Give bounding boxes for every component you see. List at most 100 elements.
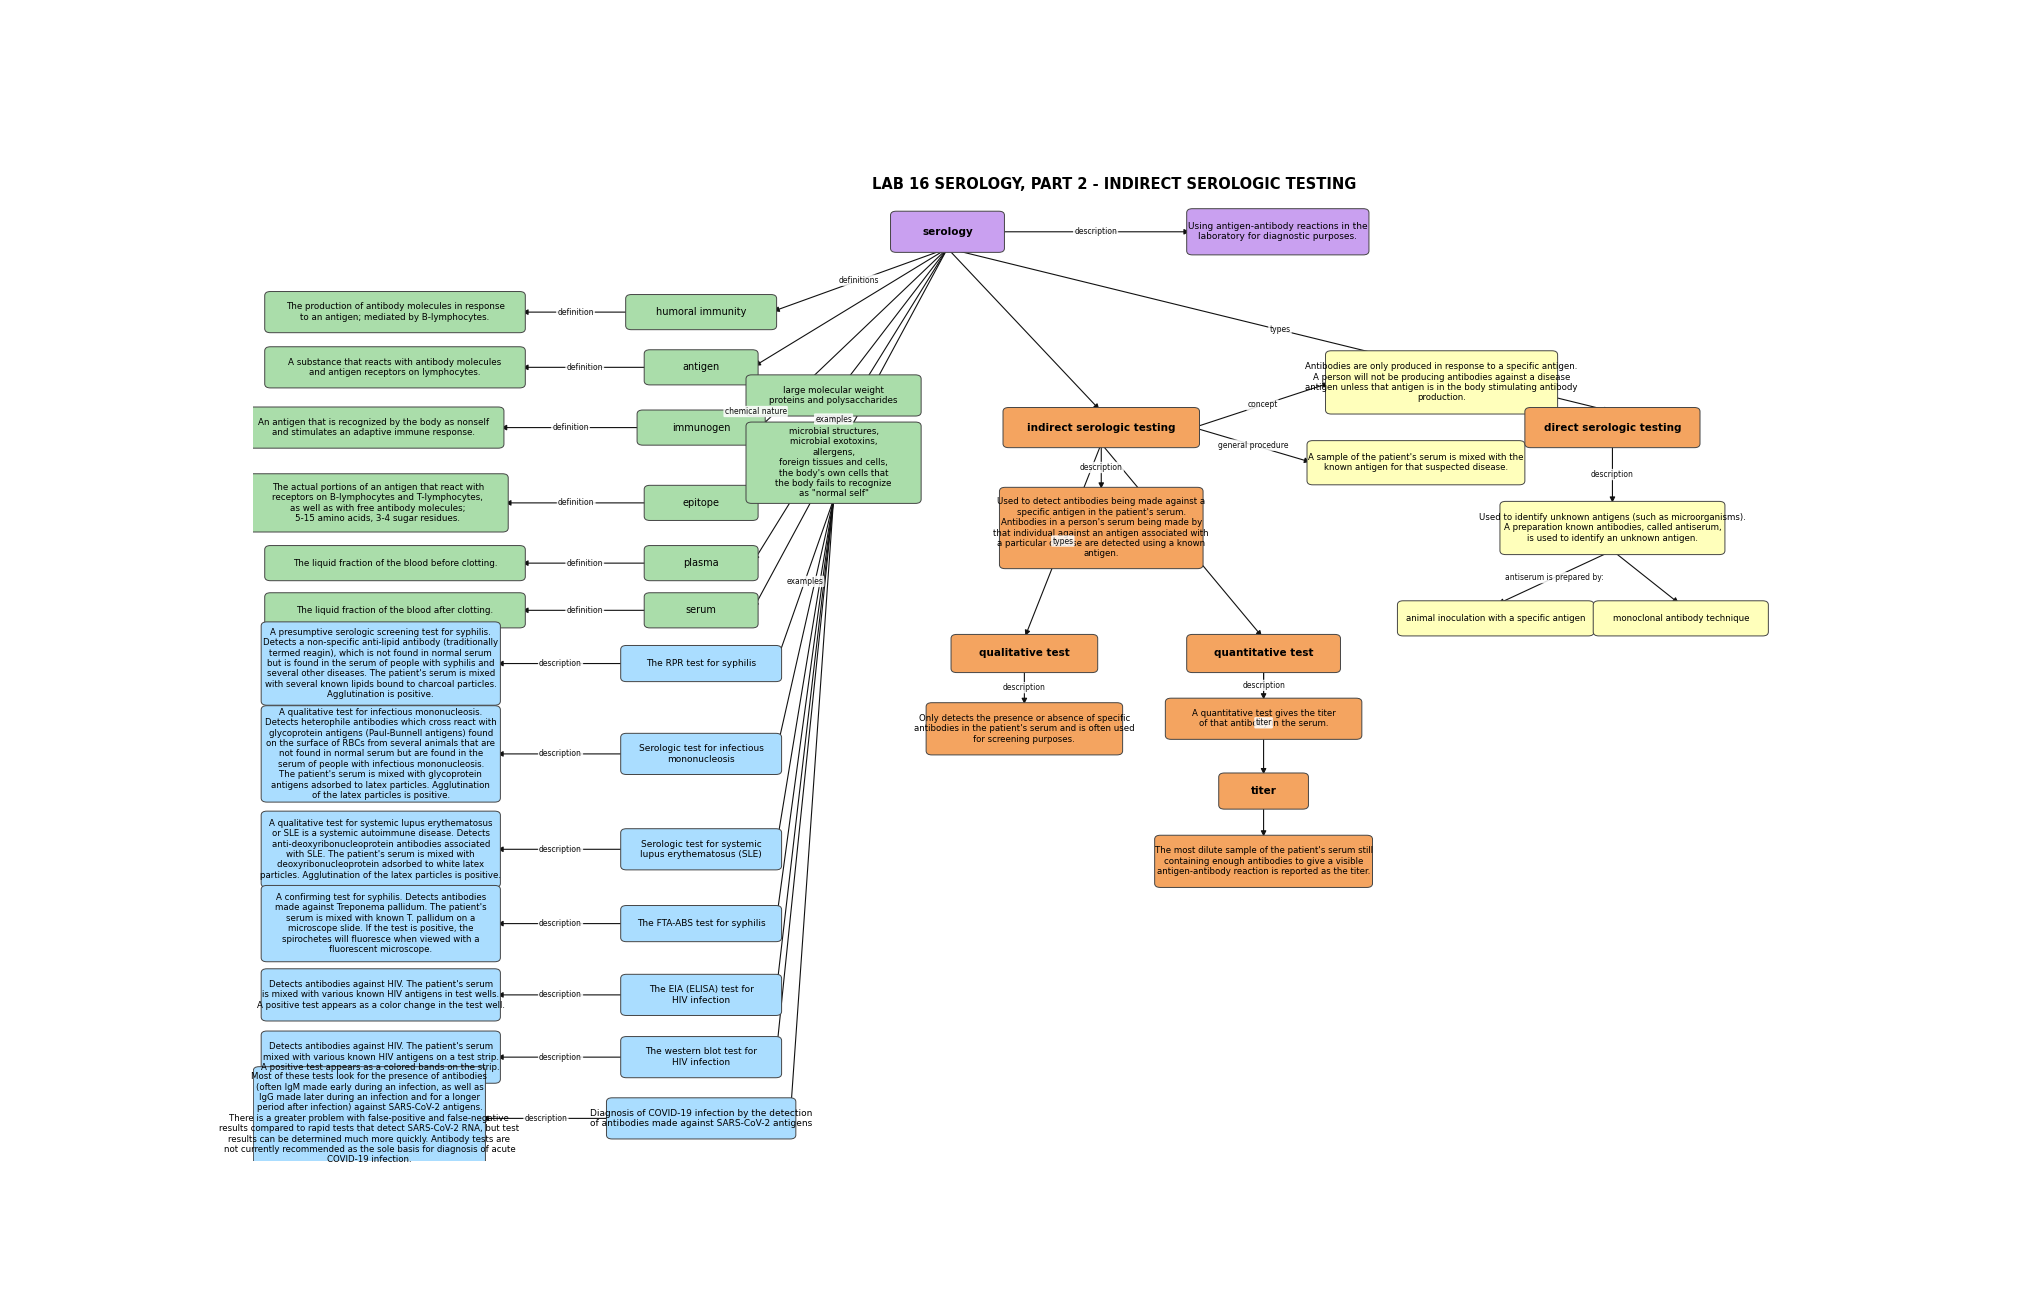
FancyBboxPatch shape xyxy=(1593,601,1768,636)
Text: general procedure: general procedure xyxy=(1219,441,1289,450)
FancyBboxPatch shape xyxy=(1326,351,1558,415)
FancyBboxPatch shape xyxy=(249,473,507,532)
Text: direct serologic testing: direct serologic testing xyxy=(1544,422,1681,433)
FancyBboxPatch shape xyxy=(1154,836,1372,888)
Text: description: description xyxy=(540,990,582,999)
FancyBboxPatch shape xyxy=(1526,407,1700,447)
Text: The most dilute sample of the patient's serum still
containing enough antibodies: The most dilute sample of the patient's … xyxy=(1154,846,1372,876)
Text: plasma: plasma xyxy=(683,558,719,569)
Text: Serologic test for systemic
lupus erythematosus (SLE): Serologic test for systemic lupus erythe… xyxy=(641,840,762,859)
FancyBboxPatch shape xyxy=(261,969,501,1021)
Text: description: description xyxy=(525,1114,568,1123)
Text: Detects antibodies against HIV. The patient's serum
is mixed with various known : Detects antibodies against HIV. The pati… xyxy=(257,981,505,1009)
FancyBboxPatch shape xyxy=(261,811,501,888)
Text: A sample of the patient's serum is mixed with the
known antigen for that suspect: A sample of the patient's serum is mixed… xyxy=(1308,452,1524,472)
Text: description: description xyxy=(1073,227,1118,236)
FancyBboxPatch shape xyxy=(243,407,503,449)
Text: The western blot test for
HIV infection: The western blot test for HIV infection xyxy=(645,1047,758,1067)
FancyBboxPatch shape xyxy=(1500,501,1726,554)
Text: The production of antibody molecules in response
to an antigen; mediated by B-ly: The production of antibody molecules in … xyxy=(285,303,505,322)
Text: Only detects the presence or absence of specific
antibodies in the patient's ser: Only detects the presence or absence of … xyxy=(913,713,1134,743)
Text: description: description xyxy=(540,919,582,928)
FancyBboxPatch shape xyxy=(746,422,922,503)
Text: description: description xyxy=(540,659,582,668)
Text: epitope: epitope xyxy=(683,498,719,507)
FancyBboxPatch shape xyxy=(620,645,782,682)
FancyBboxPatch shape xyxy=(1308,441,1526,485)
FancyBboxPatch shape xyxy=(1186,635,1340,673)
Text: Used to detect antibodies being made against a
specific antigen in the patient's: Used to detect antibodies being made aga… xyxy=(994,498,1209,558)
Text: The FTA-ABS test for syphilis: The FTA-ABS test for syphilis xyxy=(637,919,766,928)
FancyBboxPatch shape xyxy=(253,1067,485,1170)
Text: titer: titer xyxy=(1251,786,1277,795)
Text: A substance that reacts with antibody molecules
and antigen receptors on lymphoc: A substance that reacts with antibody mo… xyxy=(289,357,501,377)
FancyBboxPatch shape xyxy=(645,593,758,629)
FancyBboxPatch shape xyxy=(1002,407,1200,447)
Text: description: description xyxy=(540,750,582,759)
Text: definitions: definitions xyxy=(839,275,879,284)
Text: definition: definition xyxy=(558,308,594,317)
Text: serum: serum xyxy=(685,605,717,615)
Text: antiserum is prepared by:: antiserum is prepared by: xyxy=(1506,574,1603,582)
Text: types: types xyxy=(1053,536,1073,545)
Text: Using antigen-antibody reactions in the
laboratory for diagnostic purposes.: Using antigen-antibody reactions in the … xyxy=(1188,222,1368,241)
FancyBboxPatch shape xyxy=(261,705,501,802)
FancyBboxPatch shape xyxy=(1397,601,1595,636)
Text: A quantitative test gives the titer
of that antibody in the serum.: A quantitative test gives the titer of t… xyxy=(1192,709,1336,729)
FancyBboxPatch shape xyxy=(265,545,525,580)
FancyBboxPatch shape xyxy=(627,295,776,330)
Text: description: description xyxy=(1243,681,1285,690)
Text: The liquid fraction of the blood after clotting.: The liquid fraction of the blood after c… xyxy=(297,606,493,614)
Text: definition: definition xyxy=(566,606,602,614)
FancyBboxPatch shape xyxy=(265,593,525,629)
Text: The actual portions of an antigen that react with
receptors on B-lymphocytes and: The actual portions of an antigen that r… xyxy=(271,482,485,523)
FancyBboxPatch shape xyxy=(746,374,922,416)
Text: description: description xyxy=(1002,683,1045,692)
Text: immunogen: immunogen xyxy=(671,422,730,433)
FancyBboxPatch shape xyxy=(645,349,758,385)
Text: The EIA (ELISA) test for
HIV infection: The EIA (ELISA) test for HIV infection xyxy=(649,986,754,1004)
FancyBboxPatch shape xyxy=(620,905,782,941)
FancyBboxPatch shape xyxy=(620,1037,782,1077)
Text: The RPR test for syphilis: The RPR test for syphilis xyxy=(647,659,756,668)
FancyBboxPatch shape xyxy=(261,1031,501,1084)
FancyBboxPatch shape xyxy=(926,703,1122,755)
Text: chemical nature: chemical nature xyxy=(726,407,786,416)
Text: Antibodies are only produced in response to a specific antigen.
A person will no: Antibodies are only produced in response… xyxy=(1306,363,1578,403)
Text: definition: definition xyxy=(558,498,594,507)
Text: A presumptive serologic screening test for syphilis.
Detects a non-specific anti: A presumptive serologic screening test f… xyxy=(263,627,499,699)
Text: concept: concept xyxy=(1247,400,1277,409)
Text: monoclonal antibody technique: monoclonal antibody technique xyxy=(1613,614,1748,623)
FancyBboxPatch shape xyxy=(637,409,766,445)
Text: titer: titer xyxy=(1255,719,1271,728)
Text: Serologic test for infectious
mononucleosis: Serologic test for infectious mononucleo… xyxy=(639,745,764,764)
Text: A qualitative test for infectious mononucleosis.
Detects heterophile antibodies : A qualitative test for infectious mononu… xyxy=(265,708,497,801)
Text: The liquid fraction of the blood before clotting.: The liquid fraction of the blood before … xyxy=(293,558,497,567)
Text: examples: examples xyxy=(786,576,823,585)
FancyBboxPatch shape xyxy=(1219,773,1308,808)
Text: description: description xyxy=(540,1052,582,1061)
Text: LAB 16 SEROLOGY, PART 2 - INDIRECT SEROLOGIC TESTING: LAB 16 SEROLOGY, PART 2 - INDIRECT SEROL… xyxy=(871,177,1356,192)
Text: examples: examples xyxy=(814,415,853,424)
Text: definition: definition xyxy=(566,558,602,567)
FancyBboxPatch shape xyxy=(620,974,782,1016)
Text: antigen: antigen xyxy=(683,363,719,373)
Text: definition: definition xyxy=(552,422,588,432)
FancyBboxPatch shape xyxy=(620,829,782,870)
FancyBboxPatch shape xyxy=(1186,209,1368,254)
FancyBboxPatch shape xyxy=(952,635,1097,673)
Text: description: description xyxy=(1079,463,1124,472)
Text: types: types xyxy=(1269,326,1291,334)
Text: microbial structures,
microbial exotoxins,
allergens,
foreign tissues and cells,: microbial structures, microbial exotoxin… xyxy=(776,426,891,498)
FancyBboxPatch shape xyxy=(645,485,758,520)
Text: An antigen that is recognized by the body as nonself
and stimulates an adaptive : An antigen that is recognized by the bod… xyxy=(259,417,489,437)
FancyBboxPatch shape xyxy=(1000,488,1202,569)
Text: Diagnosis of COVID-19 infection by the detection
of antibodies made against SARS: Diagnosis of COVID-19 infection by the d… xyxy=(590,1108,812,1128)
Text: animal inoculation with a specific antigen: animal inoculation with a specific antig… xyxy=(1407,614,1584,623)
Text: large molecular weight
proteins and polysaccharides: large molecular weight proteins and poly… xyxy=(770,386,897,406)
FancyBboxPatch shape xyxy=(620,733,782,775)
Text: qualitative test: qualitative test xyxy=(978,648,1069,659)
Text: description: description xyxy=(540,845,582,854)
Text: Used to identify unknown antigens (such as microorganisms).
A preparation known : Used to identify unknown antigens (such … xyxy=(1479,512,1746,542)
Text: quantitative test: quantitative test xyxy=(1215,648,1314,659)
